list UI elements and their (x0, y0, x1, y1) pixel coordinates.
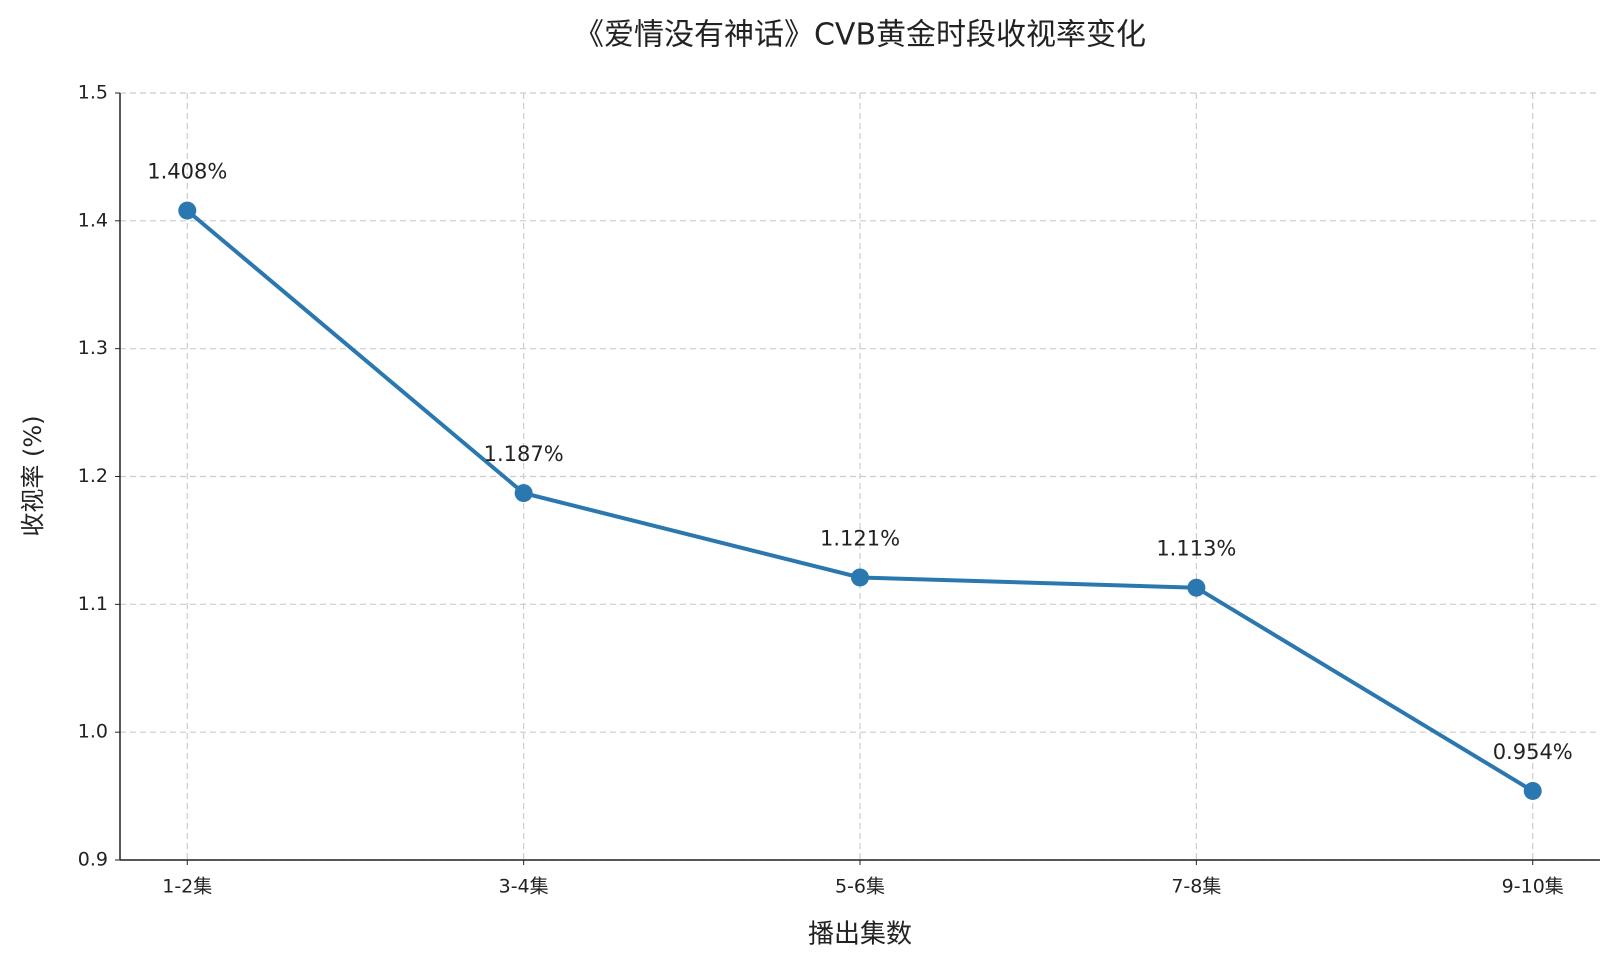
x-axis-label: 播出集数 (808, 920, 912, 950)
point (1523, 781, 1542, 800)
point (514, 484, 533, 503)
x-tick-label: 7-8集 (1171, 876, 1221, 898)
x-tick-label: 1-2集 (162, 876, 212, 898)
y-tick-label: 1.5 (78, 82, 108, 104)
y-tick-label: 1.1 (78, 593, 108, 615)
chart-title: 《爱情没有神话》CVB黄金时段收视率变化 (574, 18, 1146, 53)
y-tick-label: 1.2 (78, 465, 108, 487)
x-tick-label: 5-6集 (835, 876, 885, 898)
value-label: 0.954% (1493, 740, 1573, 764)
y-tick-label: 1.0 (78, 721, 108, 743)
value-label: 1.121% (820, 526, 900, 550)
point (178, 201, 197, 220)
y-axis-label: 收视率 (%) (19, 415, 47, 536)
value-label: 1.408% (147, 160, 227, 184)
y-tick-label: 1.3 (78, 337, 108, 359)
point (1187, 578, 1206, 597)
y-tick-label: 0.9 (78, 849, 108, 871)
x-tick-label: 3-4集 (499, 876, 549, 898)
value-label: 1.113% (1156, 537, 1236, 561)
point (851, 568, 869, 587)
value-label: 1.187% (484, 442, 564, 466)
x-tick-label: 9-10集 (1502, 876, 1564, 898)
y-tick-label: 1.4 (78, 209, 108, 231)
